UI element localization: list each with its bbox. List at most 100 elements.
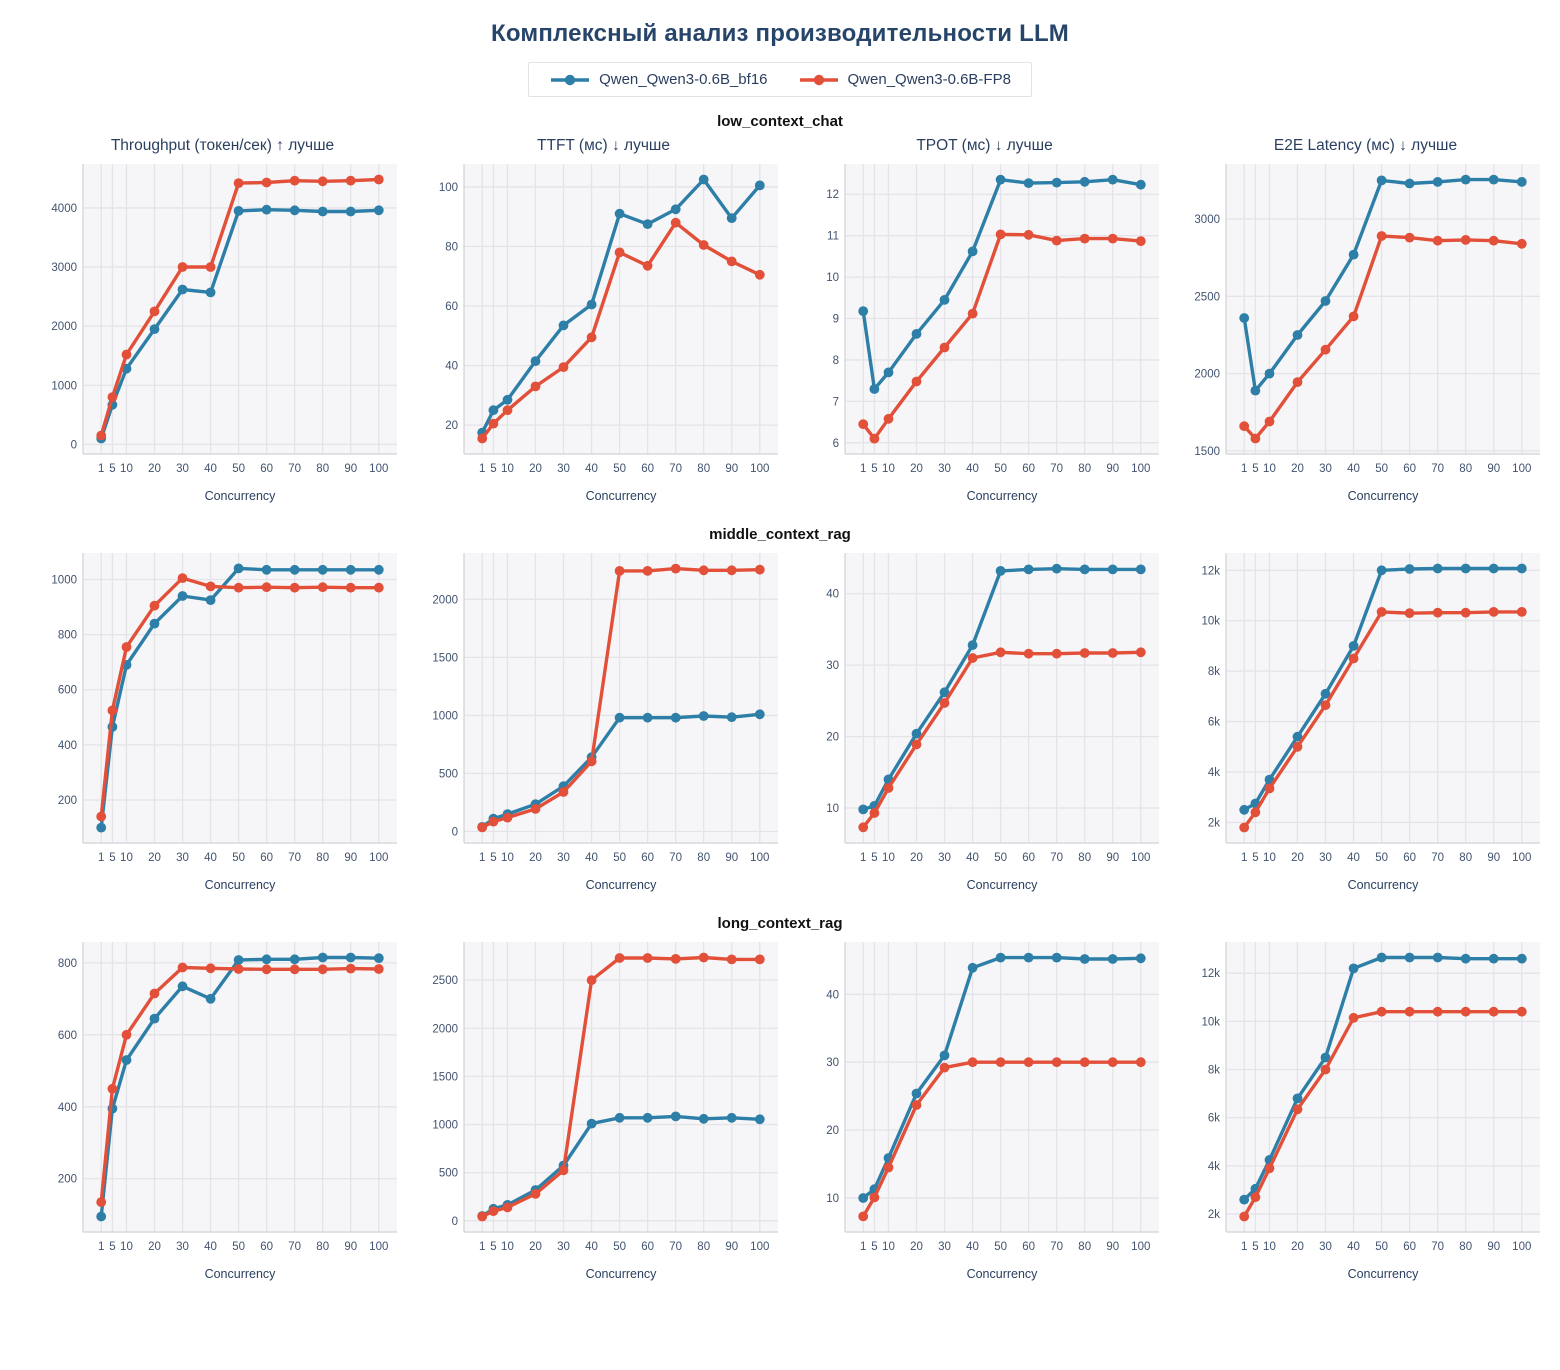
data-point[interactable] [858,306,869,316]
data-point[interactable] [869,384,880,394]
data-point[interactable] [502,405,513,416]
data-point[interactable] [96,430,107,441]
data-point[interactable] [502,1202,513,1213]
data-point[interactable] [1250,807,1261,818]
data-point[interactable] [1516,563,1527,574]
data-point[interactable] [1292,377,1303,387]
data-point[interactable] [586,1118,597,1129]
data-point[interactable] [345,582,356,593]
data-point[interactable] [1488,563,1499,574]
data-point[interactable] [1488,235,1499,246]
chart-canvas[interactable]: 2k 4k 6k 8k 10k 12k 1 5 10 20 30 40 50 60 70 80 90 100 Con… [1179,547,1552,899]
data-point[interactable] [373,953,384,964]
data-point[interactable] [967,653,978,663]
data-point[interactable] [1348,641,1359,651]
data-point[interactable] [642,260,653,271]
chart-canvas[interactable]: 6 7 8 9 10 11 12 1 5 10 20 30 40 50 60 70 80 90 100 Concurr… [798,158,1171,510]
data-point[interactable] [1107,954,1118,964]
data-point[interactable] [1250,433,1261,444]
data-point[interactable] [1135,953,1146,964]
data-point[interactable] [911,728,922,739]
data-point[interactable] [967,640,978,650]
data-point[interactable] [1376,952,1387,963]
data-point[interactable] [205,993,216,1004]
data-point[interactable] [670,563,681,574]
data-point[interactable] [205,581,216,592]
data-point[interactable] [177,962,188,973]
data-point[interactable] [1051,1057,1062,1068]
data-point[interactable] [614,712,625,723]
data-point[interactable] [1376,1006,1387,1017]
data-point[interactable] [670,712,681,723]
data-point[interactable] [1404,1006,1415,1017]
data-point[interactable] [317,564,328,575]
data-point[interactable] [698,711,709,721]
data-point[interactable] [911,739,922,750]
data-point[interactable] [1460,174,1471,185]
data-point[interactable] [502,812,513,823]
data-point[interactable] [107,1083,118,1094]
data-point[interactable] [205,963,216,974]
data-point[interactable] [345,564,356,575]
data-point[interactable] [1023,648,1034,659]
data-point[interactable] [1348,1012,1359,1023]
data-point[interactable] [1023,564,1034,575]
data-point[interactable] [1051,177,1062,188]
data-point[interactable] [477,822,488,833]
data-point[interactable] [477,433,488,444]
data-point[interactable] [96,811,107,822]
data-point[interactable] [477,1211,488,1222]
data-point[interactable] [911,329,922,339]
data-point[interactable] [1488,953,1499,964]
data-point[interactable] [939,1062,950,1073]
data-point[interactable] [261,204,272,215]
data-point[interactable] [177,262,188,272]
data-point[interactable] [107,392,118,402]
data-point[interactable] [698,565,709,576]
data-point[interactable] [1239,313,1250,323]
data-point[interactable] [670,954,681,964]
data-point[interactable] [233,964,244,974]
data-point[interactable] [205,287,216,298]
data-point[interactable] [149,988,160,999]
data-point[interactable] [373,582,384,593]
data-point[interactable] [317,582,328,593]
data-point[interactable] [1488,1006,1499,1017]
data-point[interactable] [967,1057,978,1068]
data-point[interactable] [1079,954,1090,964]
data-point[interactable] [1107,648,1118,658]
data-point[interactable] [1432,952,1443,963]
data-point[interactable] [1239,804,1250,815]
data-point[interactable] [530,381,541,392]
data-point[interactable] [1376,175,1387,186]
data-point[interactable] [1320,700,1331,711]
data-point[interactable] [858,822,869,833]
data-point[interactable] [754,954,765,965]
data-point[interactable] [558,320,569,331]
data-point[interactable] [289,582,300,593]
data-point[interactable] [967,308,978,319]
data-point[interactable] [614,953,625,963]
data-point[interactable] [1404,608,1415,619]
data-point[interactable] [586,332,597,343]
data-point[interactable] [317,964,328,975]
data-point[interactable] [614,1112,625,1123]
data-point[interactable] [869,433,880,444]
data-point[interactable] [1348,311,1359,322]
data-point[interactable] [289,175,300,186]
data-point[interactable] [1488,607,1499,617]
data-point[interactable] [233,955,244,965]
data-point[interactable] [1135,179,1146,190]
data-point[interactable] [1292,1104,1303,1115]
data-point[interactable] [1135,564,1146,575]
data-point[interactable] [1292,330,1303,340]
data-point[interactable] [939,1050,950,1061]
data-point[interactable] [121,1029,132,1040]
data-point[interactable] [754,180,765,191]
data-point[interactable] [1107,233,1118,244]
data-point[interactable] [883,367,894,378]
data-point[interactable] [642,1112,653,1123]
data-point[interactable] [754,709,765,720]
data-point[interactable] [586,756,597,767]
data-point[interactable] [149,618,160,629]
